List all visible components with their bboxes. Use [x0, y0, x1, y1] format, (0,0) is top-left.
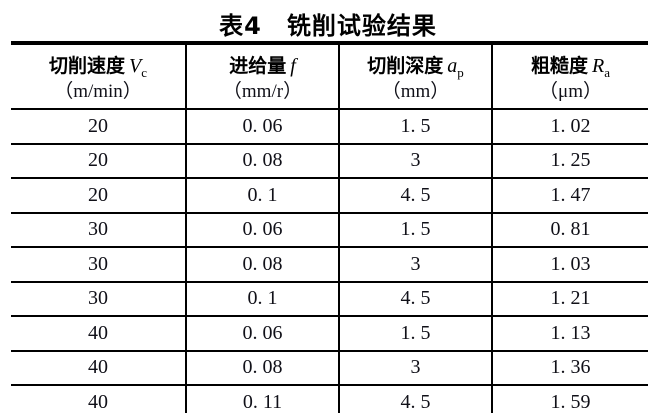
cell-cutting-depth: 4. 5 [338, 280, 493, 317]
table-row: 30 0. 08 3 1. 03 [11, 246, 648, 283]
cell-cutting-depth: 4. 5 [338, 384, 493, 413]
cell-feed-rate: 0. 06 [185, 108, 340, 145]
cell-roughness: 1. 21 [491, 280, 648, 317]
variable-symbol-ra: Ra [592, 55, 610, 80]
page-title: 表4 铣削试验结果 [219, 12, 437, 40]
cell-roughness: 0. 81 [491, 211, 648, 248]
table-row: 20 0. 08 3 1. 25 [11, 142, 648, 179]
cell-feed-rate: 0. 08 [185, 246, 340, 283]
cell-cutting-speed: 30 [11, 280, 187, 317]
column-header-cutting-depth: 切削深度 ap （mm） [338, 43, 493, 110]
cell-cutting-depth: 4. 5 [338, 177, 493, 214]
cell-feed-rate: 0. 11 [185, 384, 340, 413]
variable-symbol-vc: Vc [129, 55, 147, 80]
table-row: 30 0. 1 4. 5 1. 21 [11, 280, 648, 317]
column-header-cutting-speed: 切削速度 Vc （m/min） [11, 43, 187, 110]
cell-cutting-depth: 3 [338, 246, 493, 283]
cell-cutting-speed: 30 [11, 211, 187, 248]
column-header-roughness: 粗糙度 Ra （μm） [491, 43, 648, 110]
unit-label-cutting-depth: （mm） [381, 81, 450, 102]
cell-roughness: 1. 47 [491, 177, 648, 214]
cell-roughness: 1. 59 [491, 384, 648, 413]
cell-cutting-speed: 40 [11, 349, 187, 386]
cell-feed-rate: 0. 1 [185, 177, 340, 214]
cell-feed-rate: 0. 06 [185, 211, 340, 248]
cell-roughness: 1. 03 [491, 246, 648, 283]
cell-feed-rate: 0. 06 [185, 315, 340, 352]
cell-cutting-depth: 1. 5 [338, 211, 493, 248]
cell-cutting-depth: 3 [338, 349, 493, 386]
header-label-roughness: 粗糙度 Ra [530, 55, 610, 80]
cell-roughness: 1. 02 [491, 108, 648, 145]
cell-cutting-depth: 1. 5 [338, 108, 493, 145]
table-row: 20 0. 1 4. 5 1. 47 [11, 177, 648, 214]
cell-feed-rate: 0. 08 [185, 349, 340, 386]
table-row: 40 0. 08 3 1. 36 [11, 349, 648, 386]
variable-symbol-f: f [290, 55, 296, 77]
results-table: 切削速度 Vc （m/min） 进给量 f （mm/r） 切削深度 ap （mm） 粗… [11, 41, 648, 413]
cell-cutting-speed: 20 [11, 177, 187, 214]
unit-label-feed-rate: （mm/r） [222, 81, 303, 102]
cell-cutting-speed: 40 [11, 315, 187, 352]
cell-roughness: 1. 13 [491, 315, 648, 352]
table-row: 40 0. 11 4. 5 1. 59 [11, 384, 648, 413]
cell-cutting-speed: 40 [11, 384, 187, 413]
header-label-feed-rate: 进给量 f [229, 55, 296, 77]
cell-cutting-speed: 20 [11, 108, 187, 145]
header-row: 切削速度 Vc （m/min） 进给量 f （mm/r） 切削深度 ap （mm） 粗… [11, 43, 648, 110]
table-row: 30 0. 06 1. 5 0. 81 [11, 211, 648, 248]
unit-label-roughness: （μm） [539, 81, 602, 102]
header-label-cutting-depth: 切削深度 ap [367, 55, 464, 80]
cell-feed-rate: 0. 08 [185, 142, 340, 179]
cell-cutting-speed: 20 [11, 142, 187, 179]
cell-roughness: 1. 25 [491, 142, 648, 179]
cell-roughness: 1. 36 [491, 349, 648, 386]
unit-label-cutting-speed: （m/min） [54, 81, 142, 102]
table-row: 40 0. 06 1. 5 1. 13 [11, 315, 648, 352]
variable-symbol-ap: ap [447, 55, 464, 80]
table-row: 20 0. 06 1. 5 1. 02 [11, 108, 648, 145]
cell-cutting-depth: 1. 5 [338, 315, 493, 352]
header-label-cutting-speed: 切削速度 Vc [48, 55, 147, 80]
cell-feed-rate: 0. 1 [185, 280, 340, 317]
column-header-feed-rate: 进给量 f （mm/r） [185, 43, 340, 110]
cell-cutting-depth: 3 [338, 142, 493, 179]
cell-cutting-speed: 30 [11, 246, 187, 283]
